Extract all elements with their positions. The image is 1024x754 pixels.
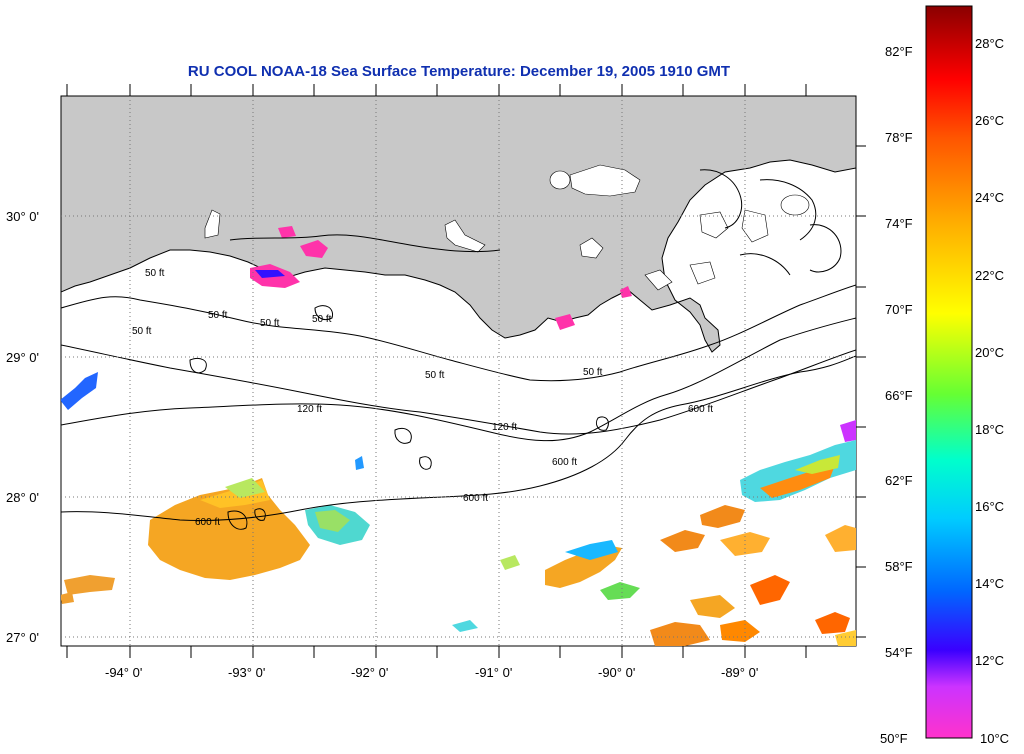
lon-label: -94° 0' (105, 665, 142, 680)
latitude-labels: 30° 0' 29° 0' 28° 0' 27° 0' (6, 209, 39, 645)
graticule (61, 96, 856, 646)
lon-label: -92° 0' (351, 665, 388, 680)
f-label: 62°F (885, 473, 913, 488)
lat-label: 29° 0' (6, 350, 39, 365)
c-label: 18°C (975, 422, 1004, 437)
contour-label: 50 ft (583, 367, 603, 378)
f-label: 66°F (885, 388, 913, 403)
lon-label: -90° 0' (598, 665, 635, 680)
lon-label: -93° 0' (228, 665, 265, 680)
colorbar-f-labels: 82°F 78°F 74°F 70°F 66°F 62°F 58°F 54°F … (880, 44, 913, 746)
lat-label: 30° 0' (6, 209, 39, 224)
colorbar-c-labels: 28°C 26°C 24°C 22°C 20°C 18°C 16°C 14°C … (975, 36, 1009, 746)
lat-label: 27° 0' (6, 630, 39, 645)
contour-label: 50 ft (132, 326, 152, 337)
bathymetry-contours (61, 169, 856, 530)
contour-label: 120 ft (492, 422, 517, 433)
f-label: 78°F (885, 130, 913, 145)
contour-labels: 50 ft 50 ft 50 ft 50 ft 50 ft 50 ft 50 f… (132, 268, 713, 528)
contour-label: 600 ft (552, 457, 577, 468)
contour-label: 50 ft (145, 268, 165, 279)
lon-label: -91° 0' (475, 665, 512, 680)
cold-water-patches (250, 226, 856, 442)
c-label: 22°C (975, 268, 1004, 283)
c-label: 10°C (980, 731, 1009, 746)
contour-label: 600 ft (195, 517, 220, 528)
f-label: 50°F (880, 731, 908, 746)
contour-label: 50 ft (208, 310, 228, 321)
c-label: 12°C (975, 653, 1004, 668)
lat-label: 28° 0' (6, 490, 39, 505)
contour-label: 600 ft (463, 493, 488, 504)
frame-ticks (66, 84, 866, 658)
c-label: 28°C (975, 36, 1004, 51)
contour-label: 50 ft (312, 314, 332, 325)
f-label: 58°F (885, 559, 913, 574)
contour-label: 120 ft (297, 404, 322, 415)
longitude-labels: -94° 0' -93° 0' -92° 0' -91° 0' -90° 0' … (105, 665, 758, 680)
sst-patches (61, 372, 856, 646)
colorbar (925, 5, 973, 739)
contour-label: 50 ft (425, 370, 445, 381)
contour-label: 50 ft (260, 318, 280, 329)
f-label: 74°F (885, 216, 913, 231)
f-label: 54°F (885, 645, 913, 660)
c-label: 16°C (975, 499, 1004, 514)
contour-label: 600 ft (688, 404, 713, 415)
map-title: RU COOL NOAA-18 Sea Surface Temperature:… (187, 63, 731, 80)
c-label: 14°C (975, 576, 1004, 591)
c-label: 26°C (975, 113, 1004, 128)
f-label: 82°F (885, 44, 913, 59)
c-label: 24°C (975, 190, 1004, 205)
lon-label: -89° 0' (721, 665, 758, 680)
c-label: 20°C (975, 345, 1004, 360)
f-label: 70°F (885, 302, 913, 317)
